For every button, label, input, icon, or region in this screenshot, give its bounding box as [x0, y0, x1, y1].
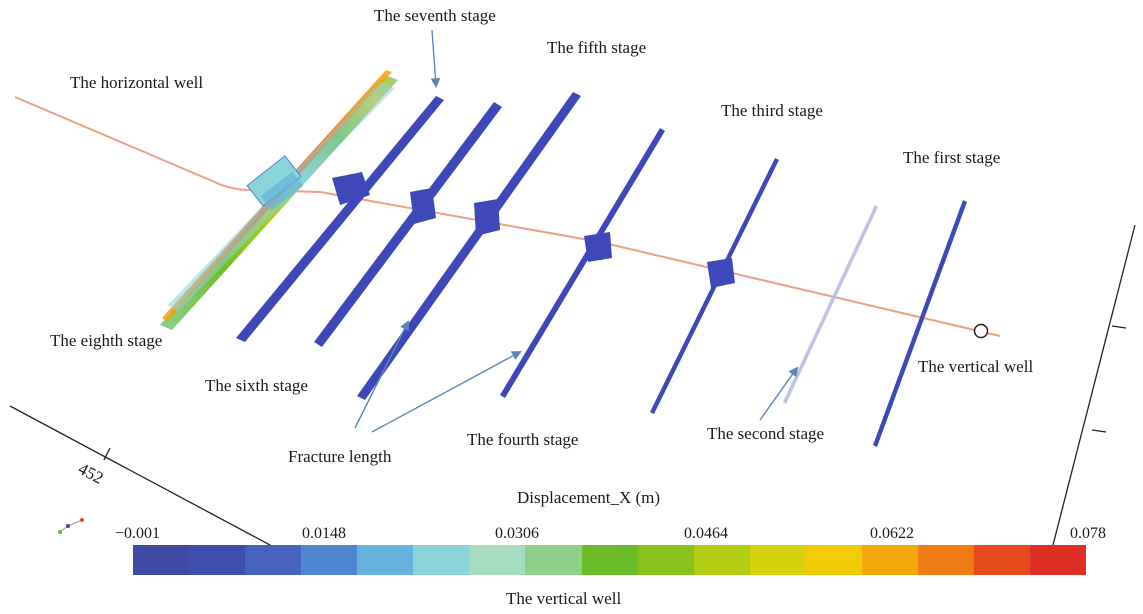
- color-scale-segment: [805, 545, 862, 575]
- color-scale-segment: [581, 545, 638, 575]
- legend-tick: 0.0464: [684, 525, 728, 542]
- label-second-stage: The second stage: [707, 424, 825, 443]
- legend-tick: −0.001: [115, 525, 161, 542]
- label-fracture-length: Fracture length: [288, 447, 392, 466]
- color-scale-segment: [133, 545, 190, 575]
- color-scale-segment: [973, 545, 1030, 575]
- label-first-stage: The first stage: [903, 148, 1001, 167]
- color-scale-segment: [189, 545, 246, 575]
- color-scale-segment: [861, 545, 918, 575]
- label-fifth-stage: The fifth stage: [547, 38, 647, 57]
- color-scale-segment: [637, 545, 694, 575]
- fourth-stage-fracture: [500, 128, 665, 398]
- sixth-stage-fracture: [314, 102, 502, 347]
- color-scale-segment: [917, 545, 974, 575]
- label-seventh-stage: The seventh stage: [374, 6, 496, 25]
- label-fourth-stage: The fourth stage: [467, 430, 579, 449]
- color-scale-segment: [245, 545, 302, 575]
- label-third-stage: The third stage: [721, 101, 823, 120]
- label-eighth-stage: The eighth stage: [50, 331, 163, 350]
- caption-vertical-well: The vertical well: [506, 589, 622, 608]
- color-scale-segment: [357, 545, 414, 575]
- legend-tick: 0.078: [1070, 525, 1106, 542]
- label-horizontal-well: The horizontal well: [70, 73, 204, 92]
- color-scale-bar: [133, 545, 1087, 575]
- legend-tick: 0.0622: [870, 525, 914, 542]
- second-stage-fracture: [783, 205, 878, 404]
- vertical-well-circle: [973, 323, 989, 339]
- fifth-stage-fracture: [357, 92, 581, 400]
- seventh-stage-arrow: [430, 29, 441, 88]
- label-vertical-well-marker: The vertical well: [918, 357, 1034, 376]
- color-scale-segment: [469, 545, 526, 575]
- second-stage-arrow: [759, 366, 799, 421]
- scene-axes: [9, 224, 1136, 546]
- horizontal-well-path: [14, 96, 1001, 337]
- legend-tick: 0.0148: [302, 525, 346, 542]
- label-sixth-stage: The sixth stage: [205, 376, 308, 395]
- color-scale-segment: [525, 545, 582, 575]
- pointer-arrows: [354, 29, 799, 433]
- third-stage-fracture: [650, 158, 779, 414]
- color-scale-segment: [1030, 545, 1087, 575]
- fracture-length-arrow-left: [354, 320, 409, 429]
- first-stage-fracture: [873, 200, 967, 447]
- color-scale-segment: [749, 545, 806, 575]
- color-scale-segment: [301, 545, 358, 575]
- orientation-triad-icon: [58, 518, 84, 534]
- legend-title: Displacement_X (m): [517, 488, 661, 507]
- eighth-stage-fracture: [160, 70, 398, 330]
- color-scale-segment: [693, 545, 750, 575]
- color-scale-segment: [413, 545, 470, 575]
- seventh-stage-fracture: [236, 96, 444, 342]
- legend-tick: 0.0306: [495, 525, 539, 542]
- fracture-length-arrow-right: [371, 351, 522, 433]
